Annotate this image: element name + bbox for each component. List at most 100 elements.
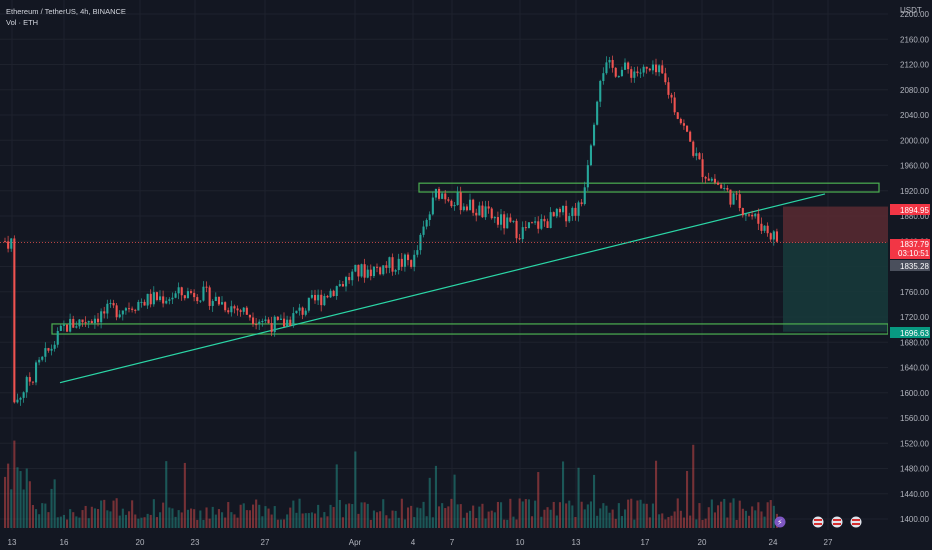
volume-bar (233, 514, 236, 528)
volume-bar (214, 514, 217, 528)
candle-body (534, 221, 537, 223)
volume-bar (462, 517, 465, 528)
candle-body (196, 297, 199, 302)
candle-body (496, 217, 499, 225)
symbol-title[interactable]: Ethereum / TetherUS, 4h, BINANCE (6, 7, 126, 16)
candle-body (283, 318, 286, 327)
volume-bar (106, 510, 109, 528)
volume-bar (28, 481, 31, 528)
volume-bar (487, 511, 490, 528)
candle-body (456, 192, 459, 206)
volume-bar (633, 519, 636, 528)
volume-bar (75, 516, 78, 528)
volume-bar (190, 508, 193, 528)
candle-body (202, 286, 205, 301)
candle-body (707, 178, 710, 181)
candle-body (627, 62, 630, 70)
volume-bar (165, 461, 168, 528)
volume-bar (425, 516, 428, 528)
volume-bar (496, 501, 499, 528)
volume-bar (202, 519, 205, 528)
candle-body (459, 192, 462, 211)
candle-body (540, 218, 543, 229)
volume-bar (103, 499, 106, 528)
candle-body (357, 264, 360, 277)
volume-bar (376, 512, 379, 528)
volume-bar (527, 499, 530, 528)
price-tick-label: 1480.00 (900, 465, 929, 474)
volume-bar (177, 510, 180, 528)
candle-body (738, 194, 741, 209)
time-axis[interactable]: 13 16 20 23 27 Apr 4 7 10 13 17 20 24 27 (0, 532, 888, 550)
volume-bar (50, 488, 53, 528)
price-tick-label: 1760.00 (900, 288, 929, 297)
volume-bar (183, 462, 186, 528)
volume-bar (698, 503, 701, 528)
volume-bar (586, 504, 589, 528)
candle-body (50, 348, 53, 351)
candle-body (214, 296, 217, 302)
lightning-icon[interactable] (774, 516, 786, 528)
candle-body (35, 362, 38, 383)
stop-loss-area[interactable] (783, 206, 888, 243)
candle-body (205, 286, 208, 288)
candle-body (363, 264, 366, 278)
volume-bar (90, 506, 93, 528)
volume-bar (84, 505, 87, 528)
event-markers[interactable]: ⚡ (774, 516, 862, 528)
chart-legend: Ethereum / TetherUS, 4h, BINANCE Vol · E… (6, 6, 126, 28)
candle-body (735, 193, 738, 195)
volume-bar (62, 514, 65, 528)
short-position-tool[interactable] (783, 206, 888, 332)
us-flag-icon[interactable] (850, 516, 862, 528)
volume-bar (348, 503, 351, 528)
volume-bar (369, 519, 372, 528)
candle-body (137, 301, 140, 311)
candle-body (276, 316, 279, 320)
volume-bar (521, 501, 524, 528)
trendline[interactable] (59, 193, 826, 384)
us-flag-icon[interactable] (831, 516, 843, 528)
volume-bar (289, 507, 292, 528)
candle-body (62, 324, 65, 326)
target-tag (890, 327, 930, 338)
candle-body (524, 227, 527, 229)
candle-body (586, 165, 589, 188)
candle-body (261, 321, 264, 323)
volume-bar (273, 506, 276, 528)
volume-bar (341, 517, 344, 528)
take-profit-area[interactable] (783, 242, 888, 332)
candle-body (90, 321, 93, 324)
volume-label[interactable]: Vol · ETH (6, 18, 39, 27)
candle-body (732, 193, 735, 205)
candle-body (701, 159, 704, 177)
volume-bar (252, 504, 255, 528)
volume-bar (146, 513, 149, 528)
candle-body (239, 310, 242, 312)
candle-body (174, 293, 177, 298)
candle-body (394, 270, 397, 272)
candle-body (47, 348, 50, 351)
volume-bar (248, 510, 251, 528)
candle-body (664, 73, 667, 83)
volume-bar (258, 504, 261, 528)
volume-bar (292, 500, 295, 528)
candle-body (555, 208, 558, 217)
candle-body (580, 202, 583, 205)
candle-body (171, 297, 174, 300)
us-flag-icon[interactable] (812, 516, 824, 528)
volume-bar (769, 500, 772, 528)
volume-bar (416, 507, 419, 528)
candle-body (527, 222, 530, 229)
volume-bar (540, 516, 543, 528)
volume-bar (583, 509, 586, 528)
volume-bar (717, 505, 720, 528)
prev-close-tag (890, 260, 930, 271)
candle-body (149, 293, 152, 305)
candle-body (645, 66, 648, 69)
candle-body (537, 221, 540, 229)
volume-bar (509, 498, 512, 528)
time-tick-label: 20 (698, 538, 707, 547)
volume-bar (707, 507, 710, 528)
